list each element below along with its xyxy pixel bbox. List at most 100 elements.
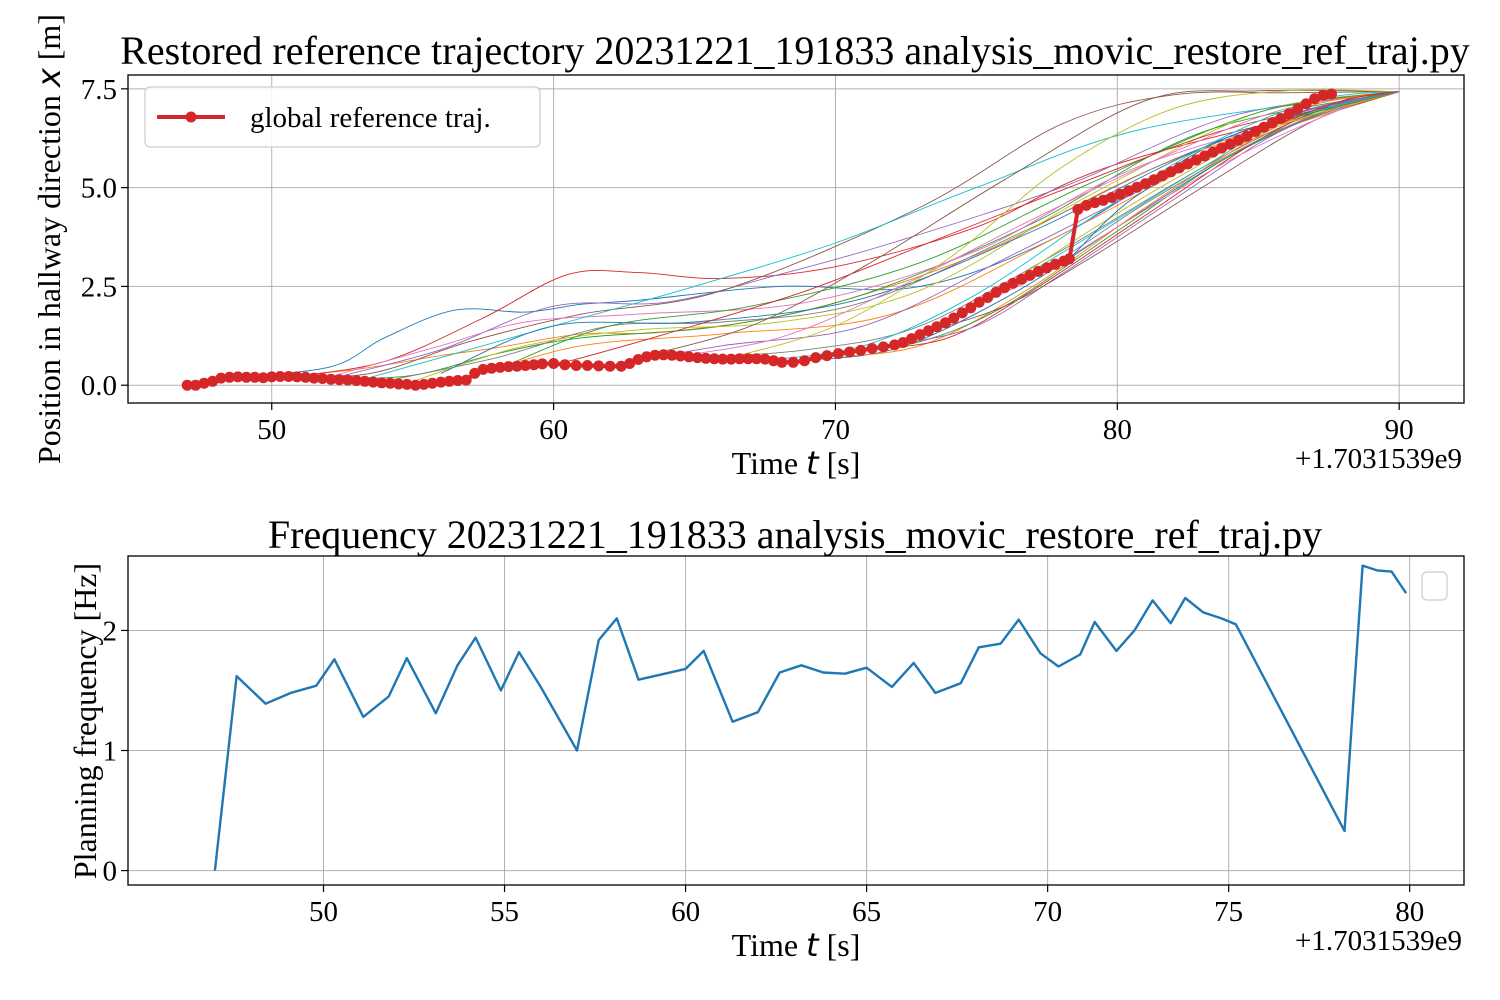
reference-point [317, 373, 328, 384]
reference-point [1024, 269, 1036, 281]
candidate-trajectory-line [638, 89, 1400, 359]
reference-point [559, 359, 571, 371]
reference-point [877, 341, 889, 353]
position-y-ticks: 0.0 2.5 5.0 7.5 [81, 74, 128, 402]
reference-point [519, 360, 531, 371]
frequency-chart-title: Frequency 20231221_191833 analysis_movic… [268, 512, 1322, 557]
frequency-axes-frame [127, 555, 1465, 886]
x-tick-label: 60 [539, 414, 568, 446]
reference-point [1309, 93, 1321, 105]
subplot-position: Restored reference trajectory 20231221_1… [30, 14, 1470, 482]
reference-point [742, 353, 754, 365]
legend-label-reference: global reference traj. [250, 102, 491, 134]
reference-point [426, 377, 438, 389]
frequency-x-axis-label: Time t [s] [732, 926, 861, 964]
reference-point [1156, 170, 1168, 182]
candidate-trajectory-line [356, 91, 1400, 382]
reference-point [641, 351, 653, 363]
reference-point [249, 371, 261, 383]
reference-point [751, 353, 762, 365]
reference-point [624, 358, 636, 369]
reference-point [1199, 150, 1211, 162]
reference-point [257, 372, 269, 384]
reference-point [207, 375, 219, 387]
reference-point [658, 349, 669, 361]
candidate-trajectory-line [722, 89, 1400, 360]
reference-point [965, 302, 977, 314]
frequency-y-ticks: 0 1 2 [103, 615, 128, 888]
reference-point [1249, 126, 1261, 137]
reference-point [283, 371, 295, 382]
position-x-offset-text: +1.7031539e9 [1295, 443, 1462, 475]
y-tick-label: 1 [103, 736, 118, 768]
legend-marker-reference [185, 111, 197, 123]
reference-point [1089, 197, 1101, 209]
reference-point [548, 358, 560, 369]
reference-point [359, 375, 371, 387]
reference-point [1241, 130, 1253, 142]
x-tick-label: 70 [1033, 896, 1062, 928]
reference-point [717, 353, 729, 365]
candidate-trajectory-line [891, 91, 1400, 347]
candidate-trajectory-line [271, 91, 1400, 378]
frequency-plot-area [128, 556, 1464, 885]
reference-point [1207, 146, 1219, 158]
reference-point [810, 352, 822, 364]
x-tick-label: 80 [1395, 896, 1424, 928]
reference-point [787, 356, 799, 368]
reference-point [1123, 185, 1135, 197]
reference-point [581, 360, 593, 371]
candidate-trajectory-line [666, 91, 1400, 359]
legend-box [144, 86, 541, 148]
reference-point [536, 358, 548, 370]
reference-point [615, 360, 627, 372]
reference-point [1106, 192, 1118, 203]
reference-point [198, 377, 210, 389]
reference-point [418, 378, 430, 390]
x-tick-label: 80 [1103, 414, 1132, 446]
reference-point [240, 371, 252, 383]
reference-point [683, 351, 695, 363]
reference-point [776, 356, 788, 368]
reference-point [982, 292, 994, 303]
candidate-trajectory-line [440, 91, 1400, 374]
subplot-frequency: Frequency 20231221_191833 analysis_movic… [67, 512, 1465, 964]
candidate-trajectory-line [1032, 91, 1400, 271]
frequency-line [213, 564, 1408, 871]
reference-point [1032, 265, 1044, 277]
reference-point [844, 346, 856, 358]
reference-point [528, 359, 540, 371]
reference-point [452, 375, 464, 386]
reference-point [376, 377, 388, 389]
reference-point [1114, 188, 1126, 200]
reference-point [923, 325, 934, 337]
reference-point [350, 375, 362, 386]
reference-point [1300, 98, 1312, 110]
y-tick-label: 0 [103, 856, 118, 888]
reference-point [1216, 142, 1228, 154]
frequency-x-offset-text: +1.7031539e9 [1295, 925, 1462, 957]
reference-point [734, 353, 746, 365]
x-tick-label: 70 [821, 414, 850, 446]
reference-point [799, 355, 810, 367]
frequency-y-axis-label: Planning frequency [Hz] [67, 563, 103, 879]
reference-point [666, 349, 678, 361]
reference-point [593, 360, 605, 372]
reference-point [1097, 194, 1109, 206]
reference-point [1317, 89, 1329, 101]
y-tick-label: 2 [103, 615, 118, 647]
position-x-ticks: 50 60 70 80 90 [257, 403, 1414, 446]
reference-point [897, 337, 909, 348]
reference-point [759, 353, 771, 365]
reference-point [999, 282, 1011, 294]
position-x-axis-label: Time t [s] [732, 444, 861, 482]
reference-point [1007, 277, 1019, 289]
reference-point [866, 343, 878, 354]
reference-point [460, 374, 472, 386]
reference-point [181, 379, 193, 391]
reference-point [1292, 103, 1304, 115]
reference-point [1233, 134, 1244, 146]
reference-point [1016, 273, 1027, 285]
x-tick-label: 75 [1214, 896, 1243, 928]
y-tick-label: 2.5 [81, 271, 117, 303]
